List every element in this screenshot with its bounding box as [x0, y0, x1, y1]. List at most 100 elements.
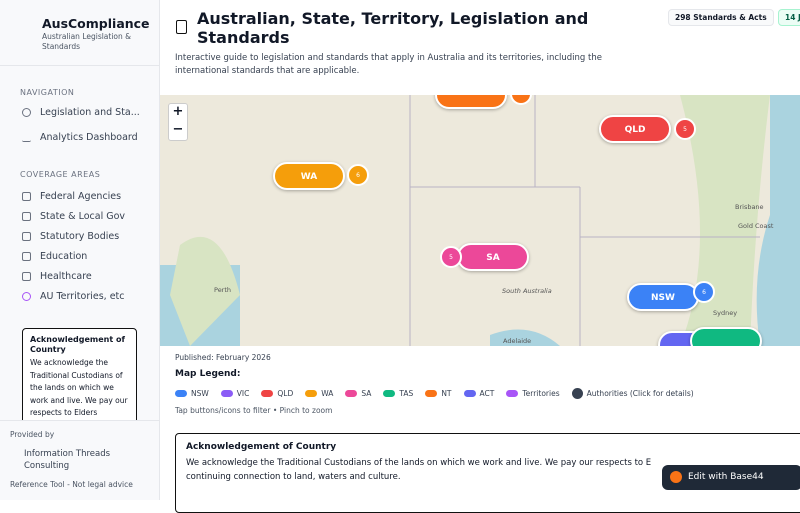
legend-label: SA: [361, 389, 372, 398]
map-marker[interactable]: QLD: [599, 115, 671, 143]
legend-item[interactable]: NSW: [175, 389, 209, 398]
coverage-item[interactable]: Education: [40, 251, 88, 262]
doc-icon: [176, 20, 187, 34]
map[interactable]: + − Perth Adelaide Brisbane Gold Coast S…: [160, 95, 800, 346]
map-marker[interactable]: [435, 95, 507, 109]
badge: 298 Standards & Acts: [668, 9, 774, 26]
coverage-icon: [22, 292, 31, 301]
legend-swatch: [305, 390, 318, 397]
sidebar-footer: [0, 420, 159, 500]
legend-item[interactable]: ACT: [463, 389, 495, 398]
legend-label: NSW: [191, 389, 209, 398]
nav-item[interactable]: Analytics Dashboard: [40, 132, 138, 143]
coverage-item[interactable]: Statutory Bodies: [40, 231, 120, 242]
ocean: [490, 329, 560, 346]
hint: Tap buttons/icons to filter • Pinch to z…: [175, 406, 333, 415]
coverage-item[interactable]: Healthcare: [40, 271, 92, 282]
badge: 14 J: [778, 9, 800, 26]
marker-badge[interactable]: 5: [674, 118, 696, 140]
place-label: Sydney: [713, 309, 738, 317]
legend-title: Map Legend:: [175, 369, 241, 379]
ack-text: We acknowledge the Traditional Custodian…: [30, 358, 128, 417]
legend-label: ACT: [479, 389, 495, 398]
legend-label: Authorities (Click for details): [586, 389, 694, 398]
legend-label: WA: [321, 389, 334, 398]
ack-line: continuing connection to land, waters an…: [186, 472, 401, 482]
published: Published: February 2026: [175, 353, 271, 362]
coverage-icon: [22, 232, 31, 241]
legend-item[interactable]: SA: [345, 389, 371, 398]
map-marker[interactable]: [690, 327, 762, 346]
place-label: Brisbane: [735, 203, 764, 211]
sidebar: AusCompliance Australian Legislation & S…: [0, 0, 160, 500]
nav-item[interactable]: Legislation and Sta...: [40, 107, 140, 118]
legend-swatch: [506, 390, 519, 397]
place-label: Adelaide: [503, 337, 532, 345]
authorities-icon: [571, 388, 583, 399]
footer-note: Reference Tool - Not legal advice: [10, 480, 133, 489]
legend-item[interactable]: VIC: [220, 389, 250, 398]
ack-card: Acknowledgement of Country We acknowledg…: [22, 328, 137, 428]
coverage-icon: [22, 192, 31, 201]
nav-heading: NAVIGATION: [20, 88, 75, 97]
legend-swatch: [261, 390, 274, 397]
tagline: Australian Legislation & Standards: [42, 32, 132, 51]
legend-item[interactable]: QLD: [261, 389, 293, 398]
edit-logo: [670, 471, 682, 483]
place-label: South Australia: [502, 287, 552, 295]
coverage-item[interactable]: AU Territories, etc: [40, 291, 125, 302]
legend-label: NT: [441, 389, 452, 398]
borders: [409, 95, 760, 346]
legend-swatch: [345, 390, 358, 397]
map-tiles: [160, 95, 800, 346]
zoom-control: [168, 103, 188, 141]
legend-item[interactable]: Territories: [506, 389, 560, 398]
coverage-icon: [22, 272, 31, 281]
coverage-icon: [22, 252, 31, 261]
coverage-heading: COVERAGE AREAS: [20, 170, 101, 179]
legend-item[interactable]: Authorities (Click for details): [571, 388, 694, 399]
coverage-icon: [22, 212, 31, 221]
map-marker[interactable]: NSW: [627, 283, 699, 311]
legend-label: Territories: [522, 389, 560, 398]
legend-label: QLD: [277, 389, 294, 398]
marker-badge[interactable]: 6: [347, 164, 369, 186]
map-marker[interactable]: SA: [457, 243, 529, 271]
place-label: Gold Coast: [738, 222, 774, 230]
place-label: Perth: [214, 286, 232, 294]
provided-by: Provided by: [10, 430, 55, 439]
ack-title: Acknowledgement of Country: [186, 442, 337, 452]
legend-label: VIC: [236, 389, 250, 398]
legend-swatch: [383, 390, 396, 397]
marker-badge[interactable]: 5: [440, 246, 462, 268]
legend-swatch: [425, 390, 438, 397]
nav-icon: [22, 108, 31, 117]
land-green: [170, 236, 240, 346]
provider-link[interactable]: Information Threads Consulting: [24, 449, 111, 471]
marker-badge[interactable]: 6: [693, 281, 715, 303]
ack-line: We acknowledge the Traditional Custodian…: [186, 458, 652, 468]
coverage-item[interactable]: State & Local Gov: [40, 211, 126, 222]
legend-label: TAS: [399, 389, 414, 398]
legend: NSW VIC QLD WA SA TAS NT ACT Territories Authorit…: [175, 388, 694, 399]
legend-swatch: [175, 390, 187, 397]
edit-label[interactable]: Edit with Base44: [688, 472, 764, 482]
divider: [0, 65, 159, 66]
legend-item[interactable]: WA: [305, 389, 333, 398]
nav-icon: [22, 133, 31, 142]
coverage-item[interactable]: Federal Agencies: [40, 191, 122, 202]
zoom-out[interactable]: −: [172, 122, 184, 137]
ocean: [756, 95, 800, 346]
page-title: Australian, State, Territory, Legislatio…: [197, 9, 589, 47]
zoom-in[interactable]: +: [172, 104, 184, 119]
legend-item[interactable]: NT: [425, 389, 452, 398]
ack-title: Acknowledgement of Country: [30, 335, 125, 354]
legend-item[interactable]: TAS: [383, 389, 413, 398]
map-marker[interactable]: WA: [273, 162, 345, 190]
brand: AusCompliance: [42, 16, 150, 31]
legend-swatch: [463, 390, 476, 397]
edit-button[interactable]: [662, 465, 800, 490]
legend-swatch: [220, 390, 233, 397]
